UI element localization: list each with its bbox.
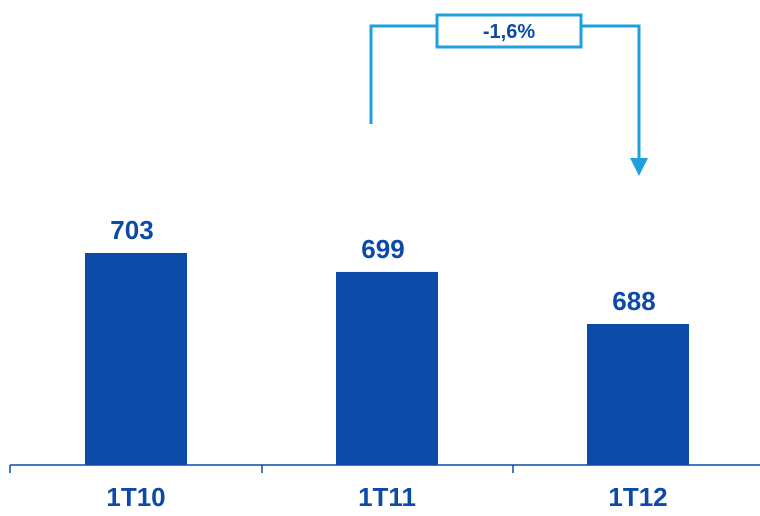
value-label-1t10: 703 (110, 215, 153, 245)
annotation-bracket-line (581, 24, 641, 160)
value-label-1t11: 699 (361, 234, 404, 264)
category-label-1t10: 1T10 (106, 482, 165, 512)
category-label-1t12: 1T12 (608, 482, 667, 512)
annotation-arrowhead (630, 158, 648, 176)
value-label-1t12: 688 (612, 286, 655, 316)
category-label-1t11: 1T11 (358, 482, 416, 512)
bar-1t12 (587, 324, 689, 465)
annotation-label: -1,6% (483, 21, 535, 43)
change-annotation: -1,6% (369, 13, 648, 176)
annotation-bracket-line (369, 24, 437, 124)
annotation-box (435, 13, 583, 49)
bar-1t10 (85, 253, 187, 465)
bar-1t11 (336, 271, 438, 465)
